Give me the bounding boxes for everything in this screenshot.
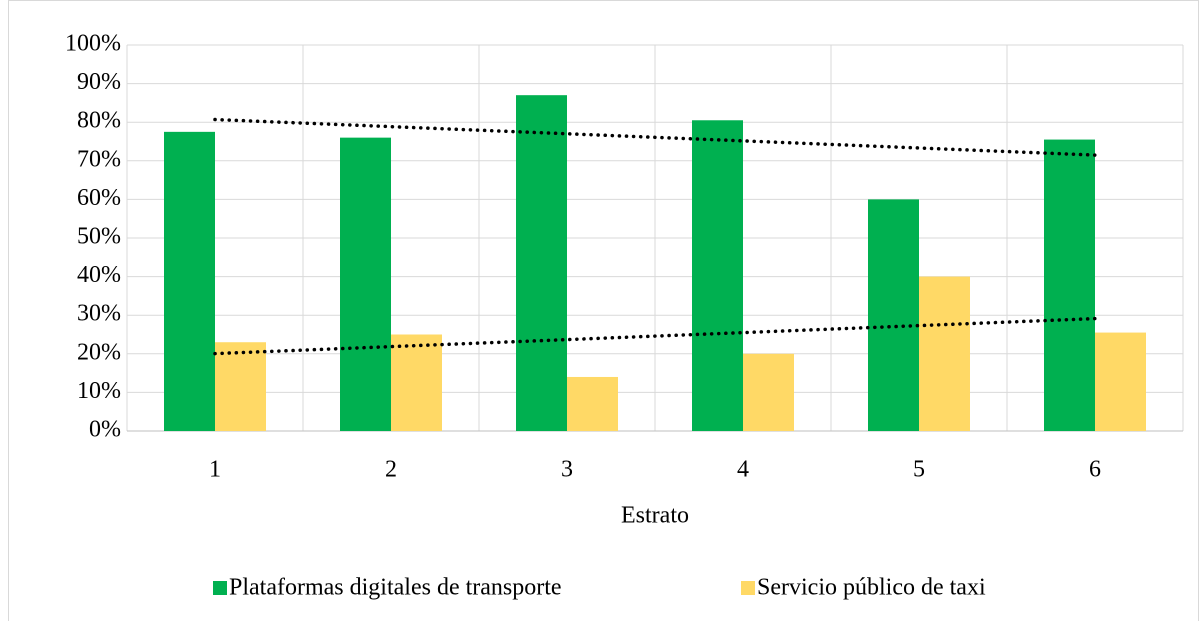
y-tick-label: 0% (89, 417, 121, 443)
bar (215, 342, 266, 431)
x-tick-label: 1 (209, 457, 221, 483)
x-tick-label: 2 (385, 457, 397, 483)
trendline (213, 117, 1097, 157)
bar (340, 137, 391, 431)
bar (164, 131, 215, 431)
x-axis-title: Estrato (621, 503, 689, 529)
x-tick-label: 5 (913, 457, 925, 483)
bar (567, 376, 618, 431)
y-tick-label: 10% (77, 378, 121, 404)
bar (1044, 139, 1095, 431)
y-tick-label: 60% (77, 185, 121, 211)
y-tick-label: 90% (77, 69, 121, 95)
x-tick-label: 3 (561, 457, 573, 483)
bar (692, 120, 743, 432)
bar (743, 353, 794, 431)
y-tick-label: 70% (77, 146, 121, 172)
legend-label: Plataformas digitales de transporte (229, 575, 562, 601)
trendline (213, 316, 1097, 356)
y-tick-label: 30% (77, 301, 121, 327)
y-tick-label: 100% (65, 31, 121, 57)
chart-border (8, 0, 1199, 621)
bar (919, 276, 970, 431)
x-tick-label: 6 (1089, 457, 1101, 483)
legend-swatch (213, 581, 227, 595)
legend-swatch (741, 581, 755, 595)
x-tick-label: 4 (737, 457, 749, 483)
bar (868, 199, 919, 431)
legend-label: Servicio público de taxi (757, 575, 986, 601)
bar (516, 95, 567, 432)
bar (391, 334, 442, 431)
bar (1095, 332, 1146, 431)
y-tick-label: 80% (77, 108, 121, 134)
y-tick-label: 40% (77, 262, 121, 288)
y-tick-label: 50% (77, 224, 121, 250)
y-tick-label: 20% (77, 339, 121, 365)
